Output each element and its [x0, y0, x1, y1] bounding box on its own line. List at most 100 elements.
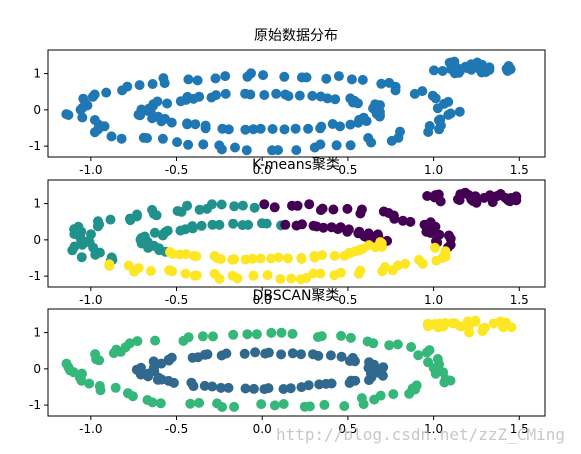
scatter-point — [364, 357, 375, 368]
scatter-point — [435, 114, 446, 125]
scatter-point — [267, 124, 278, 134]
scatter-point — [286, 273, 297, 284]
scatter-point — [143, 371, 154, 382]
scatter-point — [187, 352, 198, 363]
scatter-point — [194, 204, 205, 215]
scatter-point — [335, 222, 346, 233]
scatter-point — [187, 223, 198, 234]
scatter-point — [104, 260, 115, 271]
scatter-point — [194, 397, 205, 408]
scatter-point — [178, 335, 189, 346]
scatter-point — [287, 200, 297, 211]
scatter-point — [315, 91, 326, 102]
scatter-point — [242, 329, 253, 340]
scatter-point — [239, 348, 250, 359]
scatter-point — [257, 218, 267, 229]
scatter-point — [249, 202, 260, 213]
scatter-point — [424, 121, 435, 131]
scatter-point — [271, 88, 282, 99]
scatter-point — [423, 357, 434, 368]
scatter-point — [273, 145, 283, 156]
scatter-point — [384, 340, 395, 351]
scatter-point — [409, 88, 420, 99]
scatter-point — [262, 270, 273, 281]
scatter-point — [269, 400, 280, 411]
scatter-point — [196, 220, 207, 231]
scatter-point — [437, 66, 448, 76]
scatter-point — [363, 133, 374, 143]
scatter-point — [345, 332, 356, 343]
scatter-point — [76, 375, 87, 386]
scatter-point — [283, 253, 293, 264]
x-tick-label: 0.0 — [253, 163, 272, 177]
scatter-point — [317, 203, 328, 214]
scatter-point — [290, 123, 301, 134]
subplot-dbscan: DBSCAN聚类 -1.0 -0.5 0.0 0.5 1.0 1.5 -1 0 1 — [29, 288, 546, 436]
scatter-point — [167, 248, 178, 259]
scatter-point — [432, 354, 443, 364]
scatter-point — [278, 399, 289, 409]
scatter-point — [315, 139, 326, 150]
x-tick-label: -0.5 — [165, 422, 188, 436]
scatter-point — [90, 249, 101, 260]
scatter-point — [354, 226, 365, 237]
y-tick-label: 1 — [33, 197, 41, 211]
scatter-marks — [61, 315, 517, 412]
scatter-point — [248, 383, 259, 394]
scatter-point — [392, 339, 403, 350]
scatter-point — [105, 214, 116, 225]
scatter-point — [155, 398, 166, 409]
x-tick-label: 1.5 — [510, 163, 529, 177]
scatter-point — [280, 219, 291, 230]
scatter-point — [343, 224, 354, 235]
scatter-point — [378, 206, 389, 217]
scatter-point — [445, 108, 456, 119]
scatter-point — [291, 220, 302, 231]
scatter-point — [240, 124, 251, 135]
scatter-point — [309, 251, 320, 261]
scatter-point — [335, 267, 346, 278]
y-tick-label: 0 — [33, 233, 41, 247]
scatter-point — [157, 133, 168, 144]
scatter-point — [429, 65, 439, 76]
scatter-point — [216, 350, 227, 361]
scatter-point — [479, 322, 490, 333]
scatter-point — [92, 221, 103, 232]
scatter-point — [422, 191, 433, 201]
scatter-point — [330, 94, 341, 105]
scatter-point — [362, 336, 373, 347]
scatter-point — [279, 71, 290, 82]
scatter-point — [487, 197, 498, 208]
scatter-point — [159, 78, 170, 89]
scatter-point — [466, 59, 477, 70]
scatter-point — [413, 350, 424, 361]
scatter-point — [358, 112, 369, 123]
chart-title: K-means聚类 — [252, 157, 340, 173]
scatter-point — [357, 74, 368, 85]
scatter-point — [216, 144, 227, 155]
scatter-point — [216, 382, 226, 393]
scatter-point — [319, 399, 330, 410]
scatter-point — [260, 348, 271, 359]
scatter-point — [400, 258, 411, 269]
scatter-point — [263, 383, 274, 394]
scatter-point — [197, 331, 208, 342]
scatter-point — [369, 365, 380, 376]
scatter-point — [247, 253, 258, 264]
chart-title: DBSCAN聚类 — [253, 288, 340, 304]
scatter-point — [248, 124, 259, 135]
scatter-point — [256, 399, 267, 410]
scatter-point — [463, 321, 474, 332]
scatter-point — [101, 87, 112, 98]
chart-title: 原始数据分布 — [254, 28, 338, 44]
scatter-point — [356, 204, 367, 215]
scatter-point — [259, 90, 270, 100]
scatter-point — [191, 270, 202, 281]
scatter-point — [214, 219, 225, 230]
scatter-point — [191, 251, 202, 262]
scatter-point — [135, 110, 146, 121]
scatter-point — [280, 89, 291, 100]
scatter-point — [454, 66, 465, 77]
scatter-point — [143, 242, 154, 253]
scatter-point — [316, 121, 327, 132]
